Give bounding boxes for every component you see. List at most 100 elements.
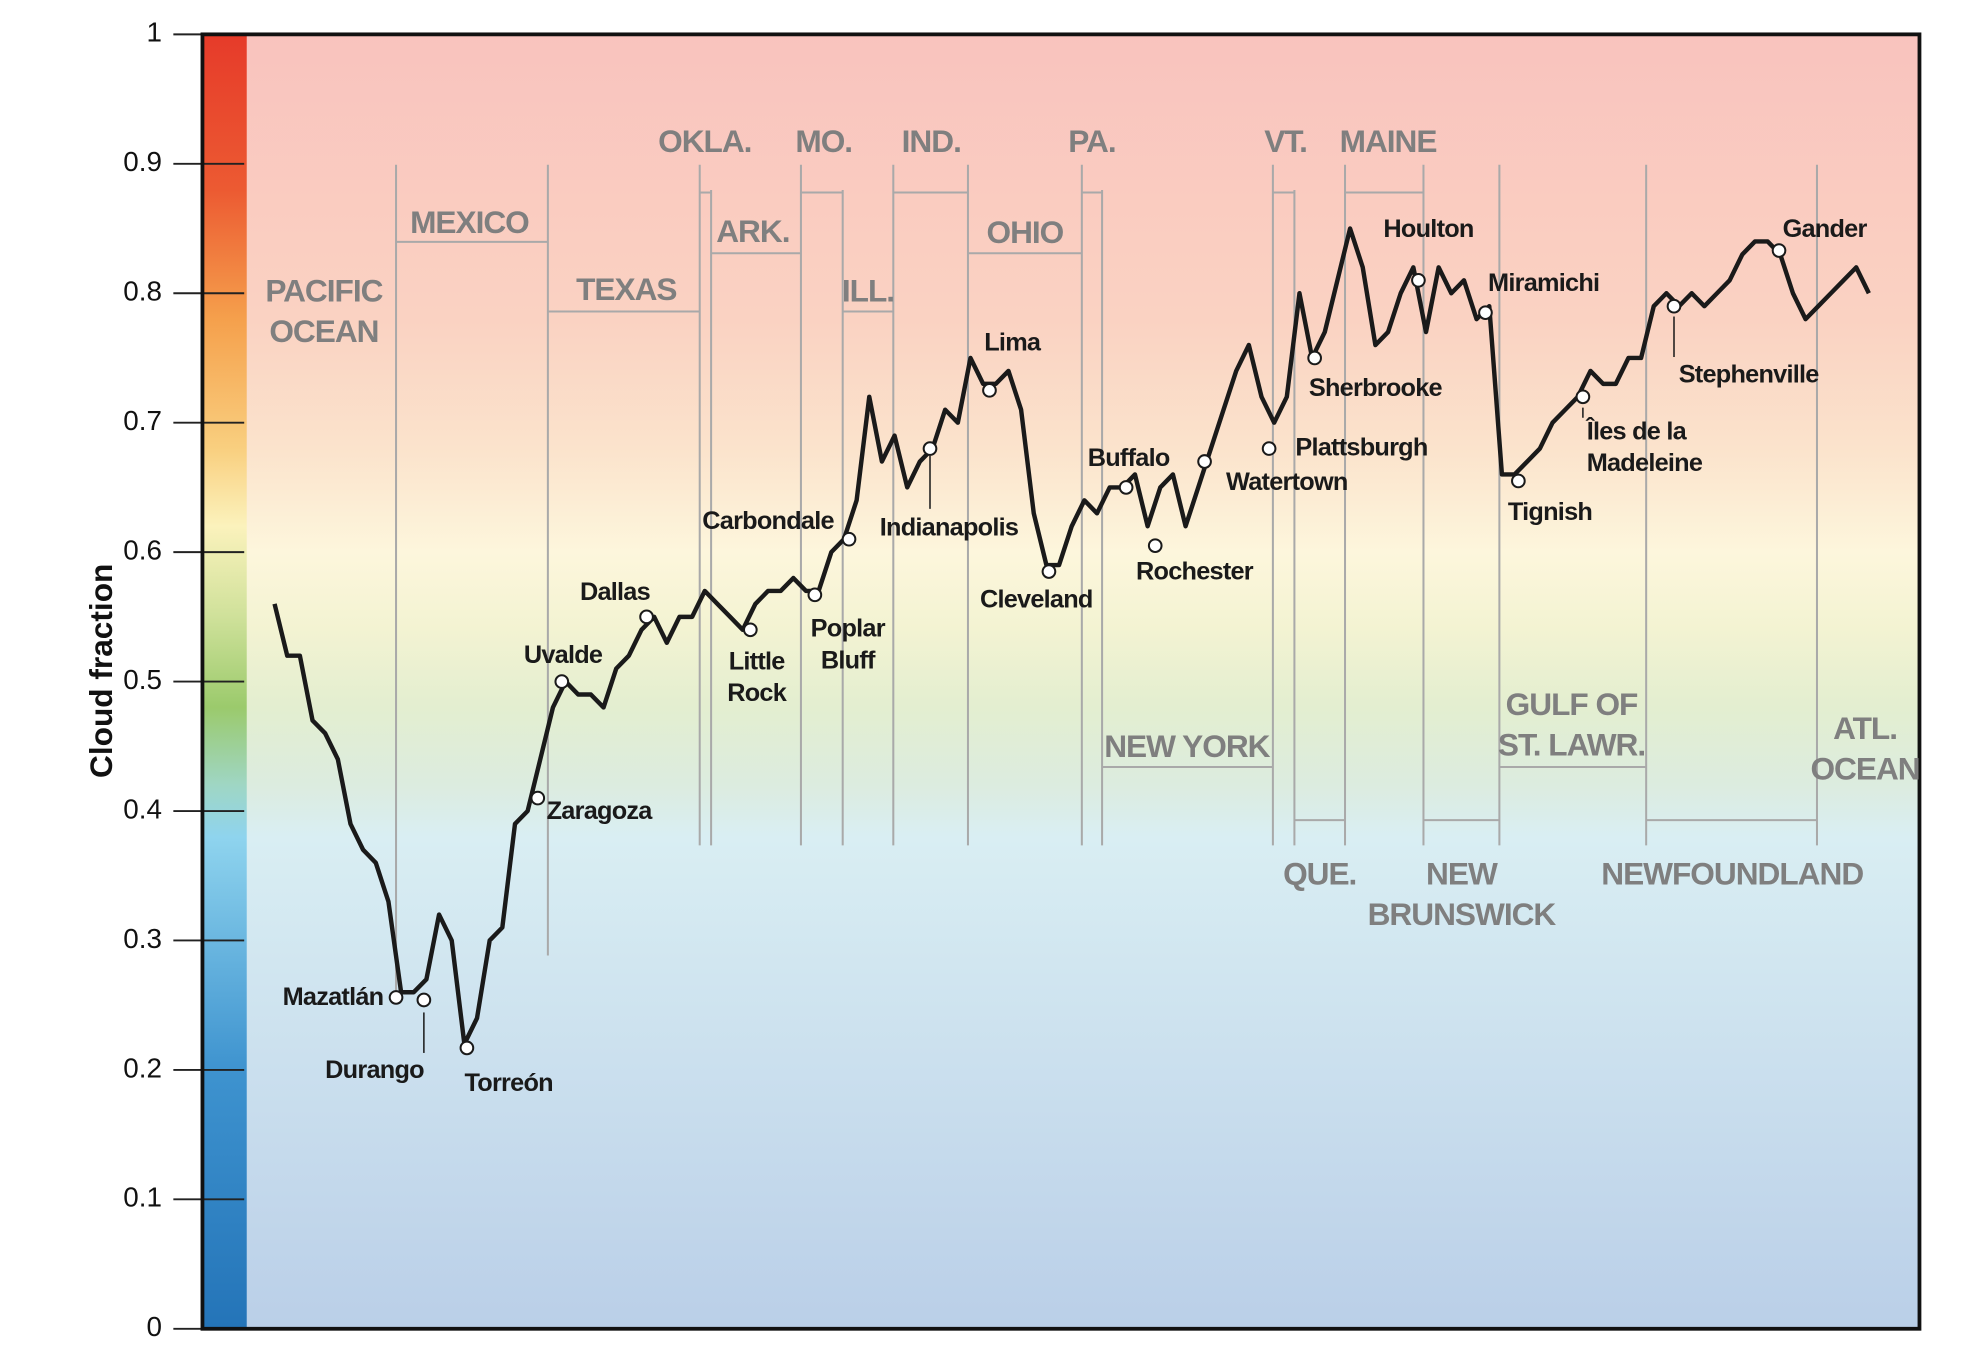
city-label: Little Rock [727, 648, 788, 708]
region-label: ATL. OCEAN [1810, 710, 1919, 786]
city-label-line: Bluff [821, 646, 876, 674]
city-label-line: Carbondale [702, 507, 834, 535]
city-label-line: Durango [325, 1056, 424, 1084]
region-label: ARK. [716, 213, 789, 249]
city-label-line: Little [729, 648, 786, 676]
city-marker [459, 1040, 475, 1056]
y-tick-label: 0.9 [123, 146, 162, 177]
region-label: PA. [1068, 123, 1115, 159]
city-label: Cleveland [980, 586, 1093, 614]
city-marker [1511, 473, 1526, 489]
region-label: NEWFOUNDLAND [1601, 856, 1863, 892]
region-label: GULF OF ST. LAWR. [1498, 686, 1645, 762]
city-label-line: Torreón [464, 1069, 552, 1097]
y-tick-label: 0.7 [123, 405, 162, 436]
city-label: Watertown [1226, 468, 1348, 496]
city-marker [1575, 389, 1591, 405]
region-label: ILL. [842, 272, 894, 308]
city-label: Gander [1783, 215, 1868, 243]
city-marker [1478, 305, 1493, 321]
region-label-line: PACIFIC [265, 272, 382, 308]
region-label: MEXICO [410, 204, 529, 240]
region-label: QUE. [1283, 856, 1356, 892]
city-label: Stephenville [1679, 360, 1820, 388]
y-tick-label: 1 [146, 17, 161, 48]
city-label-line: Îles de la [1585, 415, 1688, 445]
plot-frame [200, 32, 1922, 1331]
city-label: Îles de la Madeleine [1585, 415, 1703, 477]
region-label: NEW BRUNSWICK [1368, 856, 1557, 932]
city-marker [1041, 564, 1057, 579]
region-label-line: ARK. [716, 213, 789, 249]
city-label-line: Houlton [1383, 215, 1473, 243]
city-label-line: Mazatlán [283, 983, 384, 1011]
region-guides [395, 164, 1818, 1000]
city-marker [742, 622, 758, 638]
city-marker [1771, 243, 1787, 258]
region-label-line: GULF OF [1506, 686, 1638, 722]
region-label-line: OCEAN [269, 313, 378, 349]
city-marker [1197, 454, 1212, 469]
city-label: Buffalo [1088, 444, 1170, 472]
city-label: Indianapolis [880, 513, 1019, 541]
city-marker [982, 382, 997, 398]
y-tick-label: 0 [146, 1311, 161, 1342]
plot-background [202, 34, 1920, 1329]
y-tick-label: 0.4 [123, 793, 162, 824]
city-label: Uvalde [524, 641, 603, 669]
city-marker [388, 990, 404, 1005]
city-label-line: Zaragoza [547, 797, 654, 825]
city-marker [530, 790, 546, 806]
region-label: IND. [902, 123, 961, 159]
region-label-line: ILL. [842, 272, 894, 308]
region-label: OKLA. [658, 123, 751, 159]
city-label-line: Sherbrooke [1309, 374, 1443, 402]
y-axis-label: Cloud fraction [83, 564, 119, 778]
city-label: Torreón [464, 1069, 552, 1097]
city-marker [639, 609, 654, 625]
city-label: Poplar Bluff [811, 615, 886, 675]
city-label-line: Plattsburgh [1295, 434, 1427, 462]
city-label: Rochester [1136, 558, 1254, 586]
region-label: MO. [795, 123, 852, 159]
region-label: TEXAS [576, 271, 676, 307]
region-label-line: OKLA. [658, 123, 751, 159]
city-marker [1261, 441, 1277, 456]
city-marker [807, 587, 823, 603]
city-marker [1147, 538, 1163, 553]
region-label-line: PA. [1068, 123, 1115, 159]
region-label: VT. [1264, 123, 1307, 159]
city-label-line: Stephenville [1679, 360, 1820, 388]
region-label-line: OHIO [987, 214, 1064, 250]
city-label: Tignish [1508, 498, 1592, 526]
city-label-line: Tignish [1508, 498, 1592, 526]
y-tick-label: 0.3 [123, 923, 162, 954]
region-label: PACIFIC OCEAN [265, 272, 382, 348]
city-label-line: Poplar [811, 615, 886, 643]
city-label-line: Rock [727, 679, 788, 707]
region-label-line: NEWFOUNDLAND [1601, 856, 1863, 892]
region-label-line: MO. [795, 123, 852, 159]
region-label-line: NEW YORK [1104, 728, 1270, 764]
city-marker [554, 674, 570, 689]
city-marker [841, 531, 857, 547]
region-label: MAINE [1340, 123, 1437, 159]
city-label: Sherbrooke [1309, 374, 1443, 402]
region-label-line: OCEAN [1810, 751, 1919, 787]
city-marker [1118, 480, 1134, 495]
city-label: Plattsburgh [1295, 434, 1427, 462]
city-label-line: Miramichi [1488, 269, 1599, 297]
y-tick-label: 0.8 [123, 276, 162, 307]
city-label-line: Indianapolis [880, 513, 1019, 541]
city-marker [1411, 272, 1426, 288]
region-label-line: MAINE [1340, 123, 1437, 159]
y-tick-label: 0.2 [123, 1052, 162, 1083]
region-label-line: QUE. [1283, 856, 1356, 892]
city-marker [1666, 298, 1682, 314]
region-label-line: VT. [1264, 123, 1307, 159]
city-label: Miramichi [1488, 269, 1599, 297]
city-label: Houlton [1383, 215, 1473, 243]
city-marker [922, 441, 938, 456]
city-label-line: Watertown [1226, 468, 1348, 496]
